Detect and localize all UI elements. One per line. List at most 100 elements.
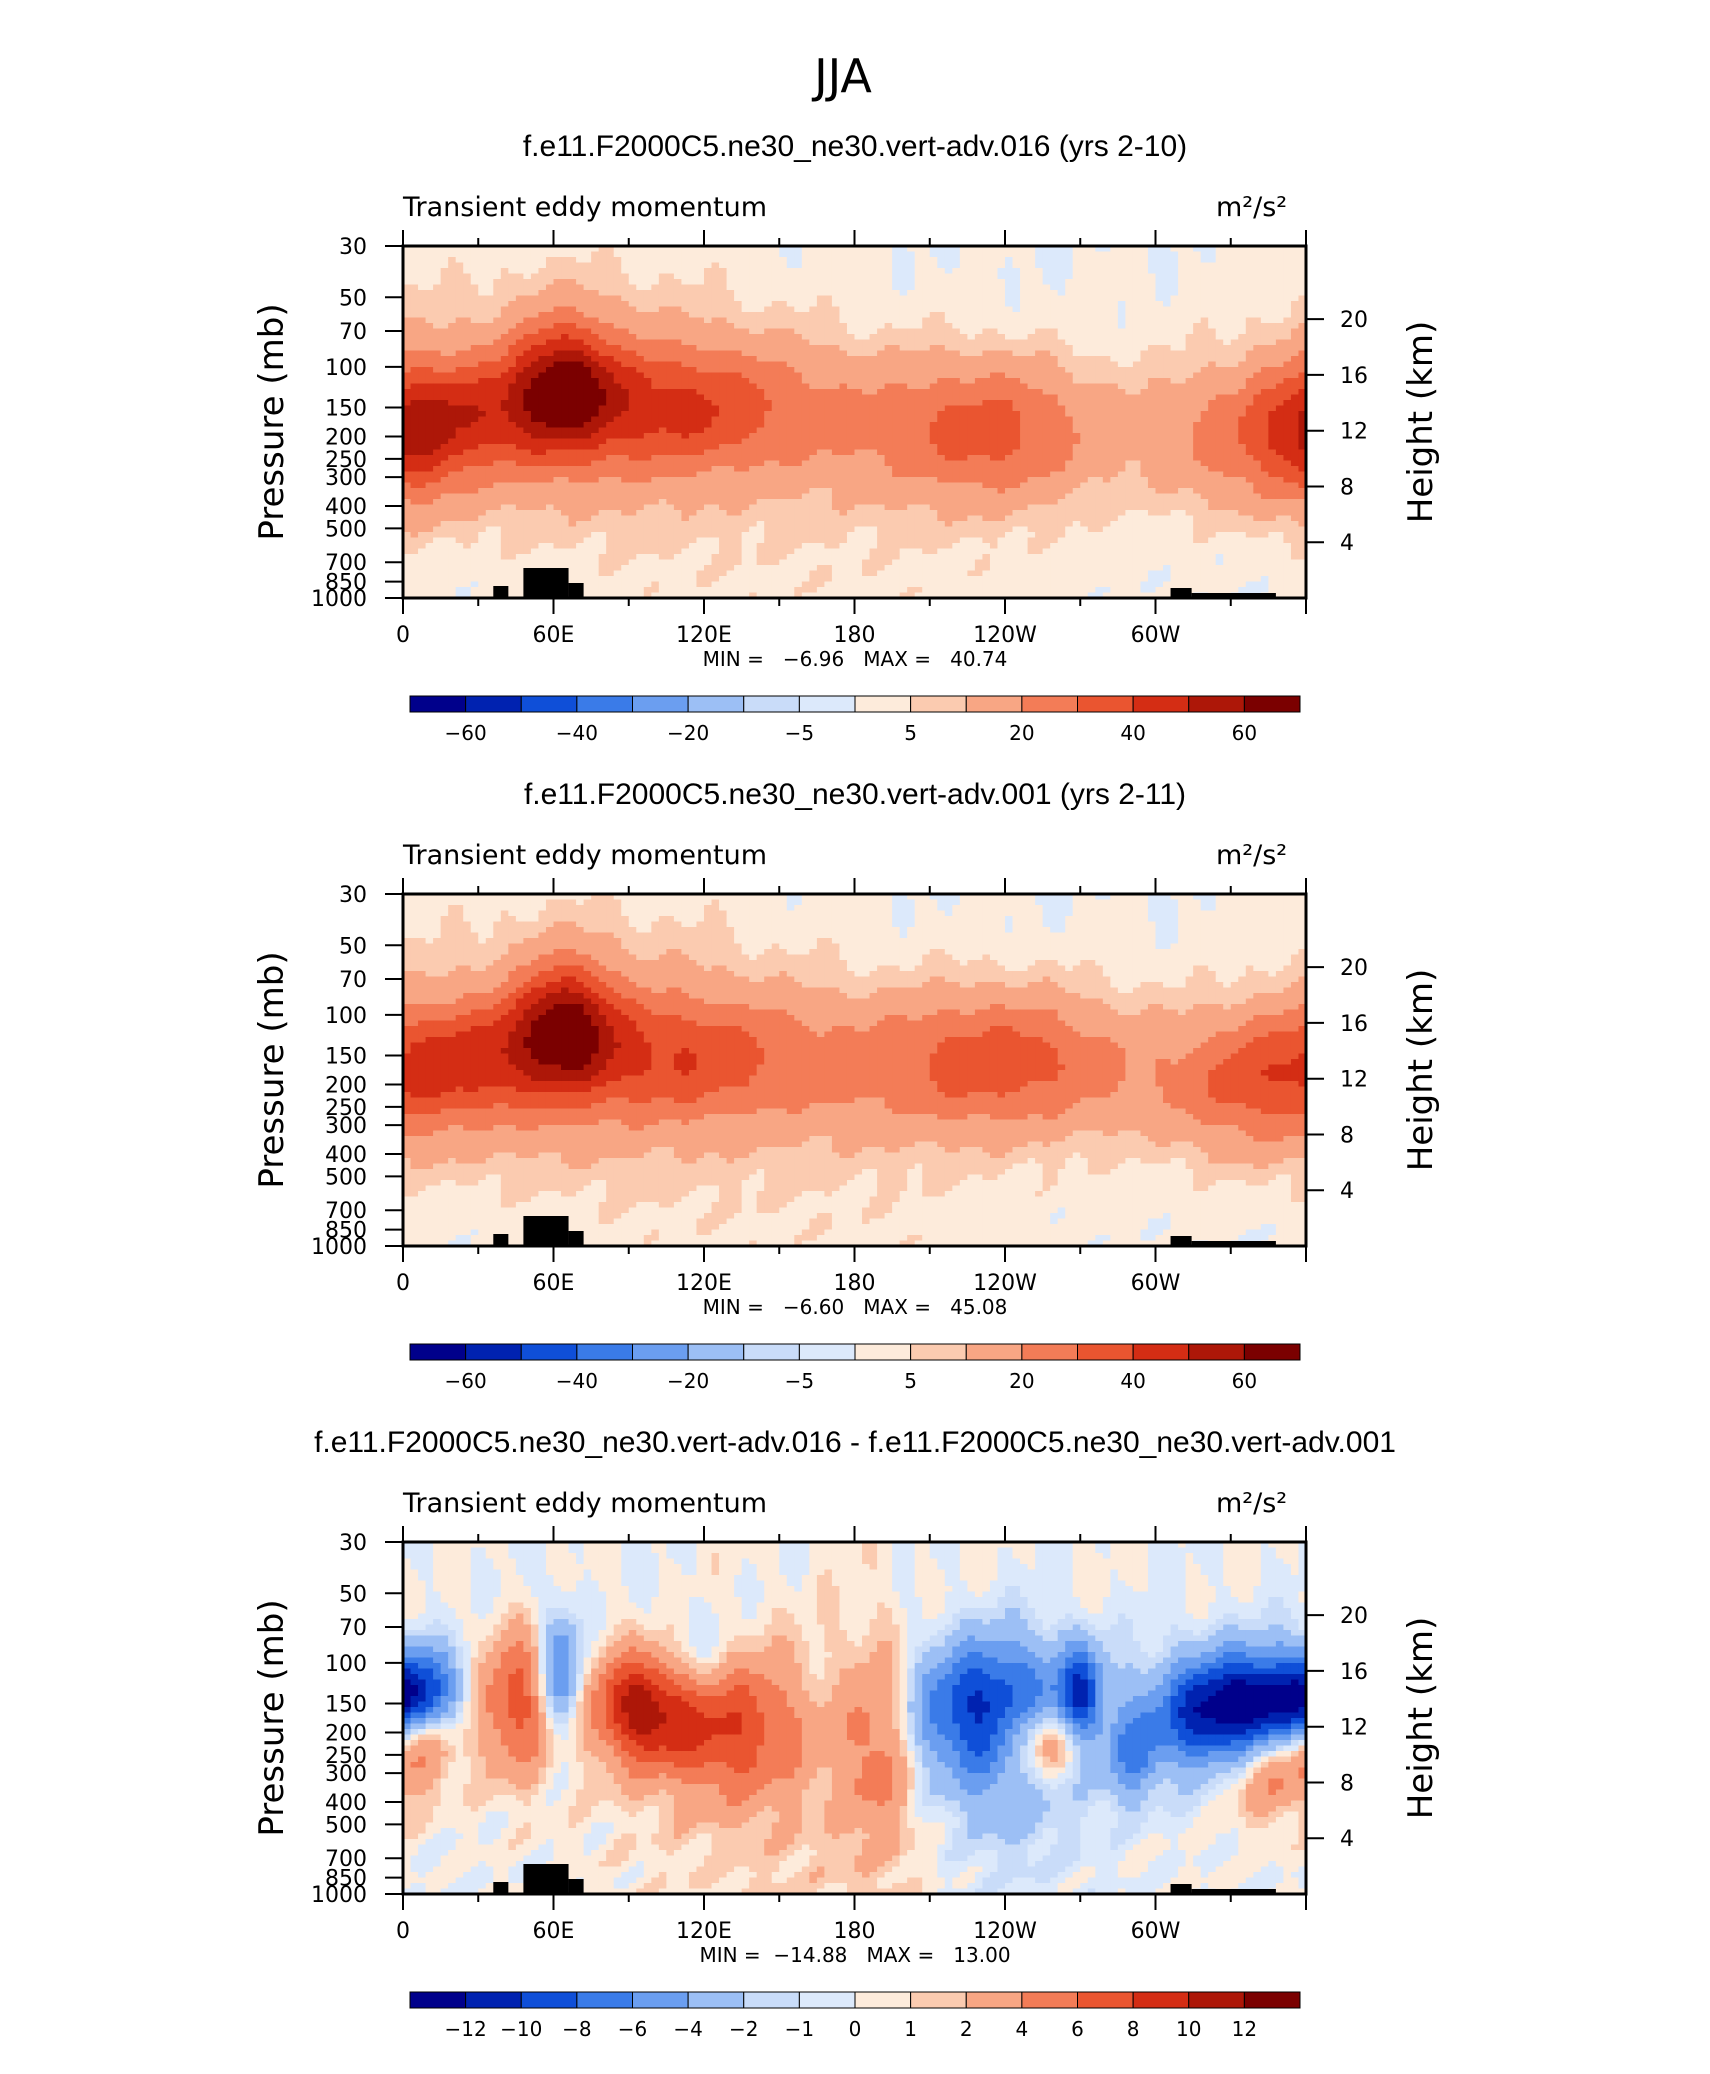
heatmap-cell [862,444,871,451]
heatmap-cell [643,279,652,286]
heatmap-cell [613,427,622,434]
heatmap-cell [523,262,532,269]
heatmap-cell [1163,361,1172,368]
heatmap-cell [1035,295,1044,302]
heatmap-cell [1020,361,1029,368]
heatmap-cell [1215,284,1224,291]
heatmap-cell [1027,455,1036,462]
heatmap-cell [922,383,931,390]
heatmap-cell [523,422,532,429]
heatmap-cell [719,361,728,368]
heatmap-cell [764,246,773,253]
heatmap-cell [485,449,494,456]
heatmap-cell [591,433,600,440]
heatmap-cell [1057,246,1066,253]
heatmap-cell [688,290,698,297]
heatmap-cell [440,356,449,363]
heatmap-cell [666,378,675,385]
heatmap-cell [1260,466,1269,473]
heatmap-cell [643,378,652,385]
heatmap-cell [801,257,810,264]
heatmap-cell [1027,449,1036,456]
heatmap-cell [1290,378,1300,385]
heatmap-cell [809,460,818,467]
heatmap-cell [997,466,1006,473]
heatmap-cell [1057,422,1066,429]
heatmap-cell [1020,345,1029,352]
heatmap-cell [967,383,976,390]
heatmap-cell [779,433,788,440]
heatmap-cell [433,262,442,269]
heatmap-cell [786,433,795,440]
heatmap-cell [1132,328,1142,335]
heatmap-cell [786,273,795,280]
heatmap-cell [636,268,645,275]
heatmap-cell [1065,257,1074,264]
heatmap-cell [854,416,863,423]
heatmap-cell [1215,449,1224,456]
heatmap-cell [704,306,713,313]
heatmap-cell [749,301,758,308]
heatmap-cell [1020,317,1029,324]
heatmap-cell [1283,312,1292,319]
heatmap-cell [877,427,886,434]
heatmap-cell [764,273,773,280]
heatmap-cell [1238,427,1247,434]
heatmap-cell [583,405,592,412]
heatmap-cell [418,378,427,385]
heatmap-cell [470,444,479,451]
heatmap-cell [621,400,630,407]
heatmap-cell [1230,284,1239,291]
heatmap-cell [1253,455,1262,462]
heatmap-cell [1110,444,1119,451]
heatmap-cell [1095,306,1104,313]
heatmap-cell [779,246,788,253]
heatmap-cell [621,279,630,286]
heatmap-cell [1095,323,1104,330]
heatmap-cell [922,323,931,330]
heatmap-cell [1155,290,1164,297]
heatmap-cell [809,323,818,330]
heatmap-cell [553,328,562,335]
heatmap-cell [726,449,735,456]
heatmap-cell [1238,317,1247,324]
heatmap-cell [523,471,532,478]
heatmap-cell [704,350,713,357]
heatmap-cell [1117,372,1127,379]
heatmap-cell [1110,323,1119,330]
heatmap-cell [1185,383,1194,390]
heatmap-cell [734,427,743,434]
heatmap-cell [1072,383,1081,390]
heatmap-cell [892,449,901,456]
heatmap-cell [606,345,615,352]
heatmap-cell [1005,405,1014,412]
heatmap-cell [1072,433,1081,440]
heatmap-cell [470,411,479,418]
heatmap-cell [1260,427,1269,434]
heatmap-cell [756,279,765,286]
heatmap-cell [726,251,735,258]
heatmap-cell [756,246,765,253]
heatmap-cell [892,356,901,363]
heatmap-cell [1132,433,1142,440]
heatmap-cell [1268,427,1277,434]
heatmap-cell [1238,405,1247,412]
heatmap-cell [440,295,449,302]
heatmap-cell [704,323,713,330]
heatmap-cell [1140,372,1149,379]
heatmap-cell [1208,383,1217,390]
heatmap-cell [1102,279,1111,286]
heatmap-cell [809,284,818,291]
heatmap-cell [892,460,901,467]
heatmap-cell [854,246,863,253]
heatmap-cell [914,400,923,407]
heatmap-cell [959,455,968,462]
heatmap-cell [726,455,735,462]
heatmap-cell [613,345,622,352]
heatmap-cell [403,356,412,363]
heatmap-cell [658,367,667,374]
heatmap-cell [952,389,961,396]
heatmap-cell [711,449,720,456]
heatmap-cell [1298,427,1307,434]
heatmap-cell [756,460,765,467]
